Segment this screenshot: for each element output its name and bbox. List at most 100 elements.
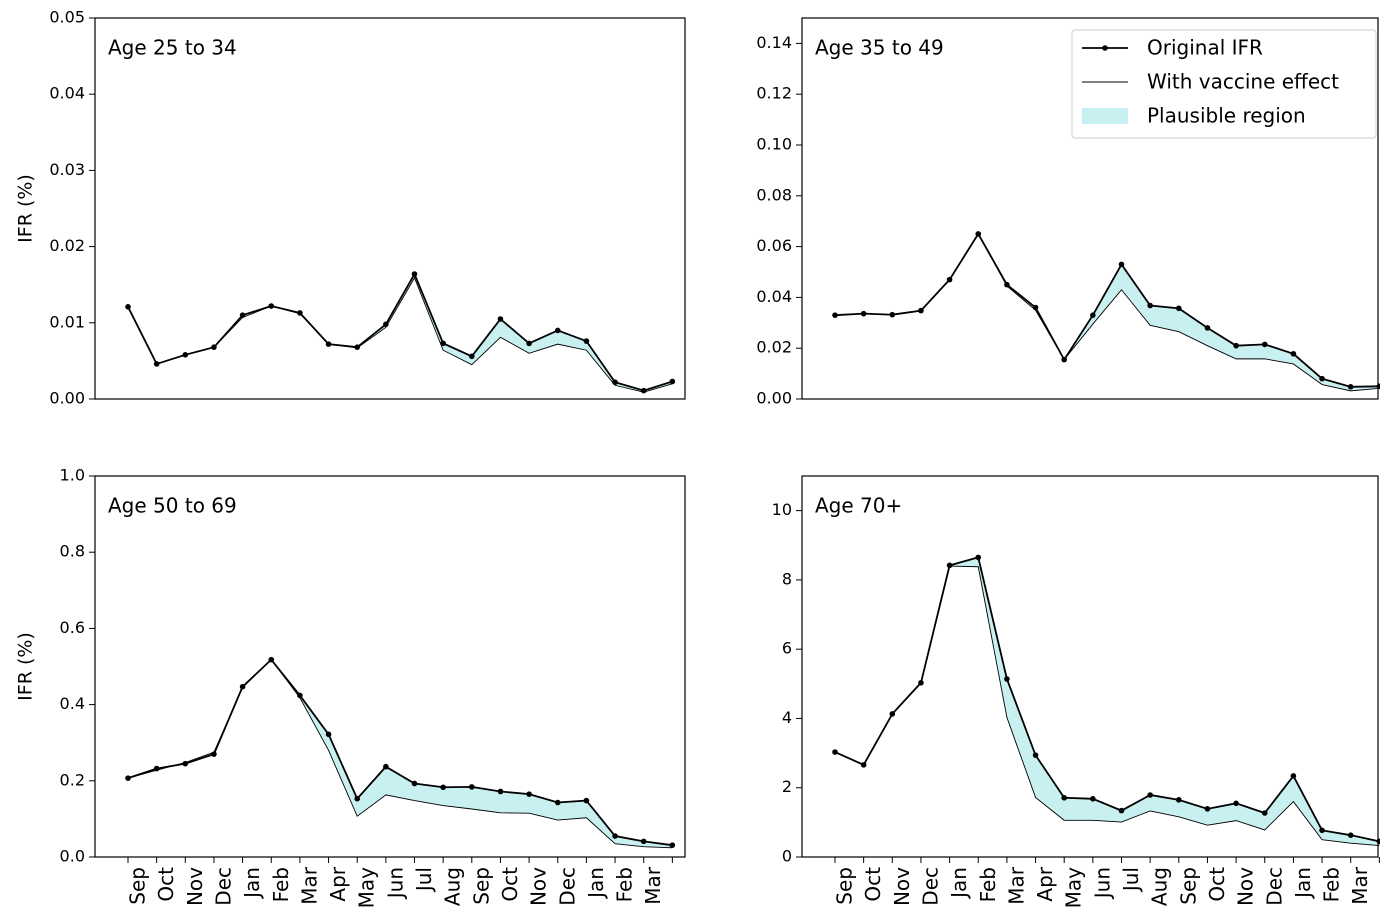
axes-frame — [94, 475, 686, 858]
x-tick-label: Dec — [555, 867, 579, 906]
x-tick-label: Apr — [326, 866, 350, 901]
y-tick-label: 0.00 — [756, 389, 792, 408]
point — [946, 562, 953, 569]
point — [1233, 800, 1239, 807]
y-tick-label: 0.05 — [49, 8, 85, 27]
point — [1261, 810, 1268, 816]
point — [1061, 794, 1067, 801]
point — [526, 340, 532, 347]
point — [383, 763, 389, 770]
axes-frame — [801, 475, 1379, 858]
point — [1176, 305, 1182, 312]
y-tick-label: 8 — [782, 569, 792, 588]
x-tick-label: Sep — [833, 867, 857, 905]
y-axis-label: IFR (%) — [15, 174, 37, 243]
x-tick-label: Aug — [1148, 867, 1172, 906]
x-tick-label: Nov — [890, 867, 914, 906]
point — [1204, 806, 1211, 812]
point — [554, 799, 561, 806]
point — [1319, 375, 1325, 382]
point — [1233, 342, 1239, 349]
original-line — [127, 658, 673, 847]
point — [1176, 797, 1182, 803]
vaccine-line — [834, 565, 1380, 847]
vaccine-line — [834, 233, 1380, 392]
point — [354, 344, 361, 350]
x-tick-label: Feb — [976, 867, 1000, 902]
y-tick-label: 6 — [782, 639, 792, 658]
point — [640, 838, 647, 845]
x-tick-label: Jul — [1119, 867, 1143, 893]
y-tick-label: 0.12 — [756, 84, 792, 103]
y-tick-label: 0.14 — [756, 33, 792, 52]
x-tick-label: Oct — [1205, 867, 1229, 902]
x-tick-label: Dec — [918, 867, 942, 906]
y-tick-label: 0.2 — [60, 770, 85, 789]
y-tick-label: 0.01 — [49, 312, 85, 331]
plausible-region — [835, 557, 1380, 846]
x-tick-label: Dec — [1262, 867, 1286, 906]
point — [297, 310, 303, 316]
panel-title: Age 35 to 49 — [815, 36, 944, 60]
y-tick-label: 0.03 — [49, 160, 85, 179]
y-tick-label: 2 — [782, 777, 792, 796]
point — [1118, 261, 1125, 268]
legend-swatch — [1082, 108, 1128, 124]
legend-label: With vaccine effect — [1147, 70, 1339, 94]
y-tick-label: 0 — [782, 847, 792, 866]
x-tick-label: Nov — [183, 867, 207, 906]
vaccine-line — [127, 276, 673, 393]
plausible-region — [128, 659, 673, 848]
legend-label: Plausible region — [1147, 104, 1306, 128]
point — [669, 842, 676, 848]
point — [975, 554, 982, 561]
point — [1118, 807, 1125, 814]
x-tick-label: May — [355, 867, 379, 909]
legend-point — [1102, 45, 1108, 51]
legend-label: Original IFR — [1147, 36, 1263, 60]
x-tick-label: Aug — [441, 867, 465, 906]
vaccine-line — [127, 658, 673, 849]
panel-title: Age 70+ — [815, 494, 902, 518]
x-tick-label: Feb — [1320, 867, 1344, 902]
y-tick-label: 0.10 — [756, 135, 792, 154]
x-tick-label: Oct — [861, 867, 885, 902]
y-tick-label: 0.02 — [756, 338, 792, 357]
x-tick-label: Oct — [154, 867, 178, 902]
point — [1261, 341, 1268, 348]
point — [1032, 752, 1039, 758]
point — [297, 692, 303, 699]
x-tick-label: Nov — [1234, 867, 1258, 906]
point — [1147, 302, 1153, 309]
point — [497, 788, 504, 795]
point — [1090, 312, 1096, 318]
x-tick-label: Mar — [641, 866, 665, 905]
x-tick-label: Mar — [1004, 866, 1028, 905]
x-tick-label: Mar — [1348, 866, 1372, 905]
x-tick-label: Dec — [211, 867, 235, 906]
x-tick-label: Jun — [1090, 867, 1114, 900]
y-tick-label: 10 — [772, 500, 792, 519]
point — [669, 378, 676, 385]
point — [440, 784, 446, 791]
point — [1147, 792, 1153, 798]
point — [1004, 676, 1010, 682]
point — [325, 731, 332, 738]
x-tick-label: Oct — [498, 867, 522, 902]
point — [554, 327, 561, 334]
y-tick-label: 0.04 — [49, 84, 85, 103]
point — [354, 795, 361, 802]
point — [411, 271, 418, 277]
x-tick-label: Feb — [613, 867, 637, 902]
plausible-region — [128, 274, 673, 393]
x-tick-label: Apr — [1033, 866, 1057, 901]
y-tick-label: 0.08 — [756, 185, 792, 204]
y-tick-label: 0.8 — [60, 542, 85, 561]
point — [411, 780, 418, 787]
point — [1290, 773, 1297, 779]
point — [239, 683, 246, 690]
point — [526, 791, 532, 797]
y-tick-label: 0.04 — [756, 287, 792, 306]
x-tick-label: Sep — [126, 867, 150, 905]
